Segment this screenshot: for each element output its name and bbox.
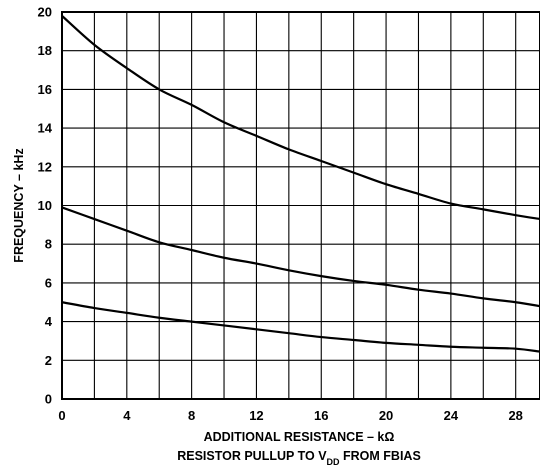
y-tick-label: 20	[38, 5, 52, 20]
curves	[61, 15, 540, 353]
y-tick-label: 4	[45, 314, 53, 329]
series-line-1	[61, 15, 540, 221]
x-tick-label: 20	[379, 408, 393, 423]
x-tick-labels: 0 4 8 12 16 20 24 28	[58, 408, 523, 423]
x-tick-label: 4	[123, 408, 131, 423]
x-tick-label: 12	[249, 408, 263, 423]
y-tick-label: 18	[38, 43, 52, 58]
x-tick-label: 16	[314, 408, 328, 423]
series-line-2	[61, 206, 540, 308]
y-tick-label: 6	[45, 275, 52, 290]
y-tick-label: 14	[38, 121, 53, 136]
y-tick-label: 8	[45, 237, 52, 252]
y-tick-label: 0	[45, 392, 52, 407]
y-tick-label: 2	[45, 353, 52, 368]
grid	[62, 12, 540, 399]
plot-frame	[61, 11, 540, 400]
y-tick-labels: 0 2 4 6 8 10 12 14 16 18 20	[38, 5, 53, 407]
x-tick-label: 28	[508, 408, 522, 423]
y-tick-label: 12	[38, 159, 52, 174]
y-tick-label: 16	[38, 82, 52, 97]
x-axis-sublabel: RESISTOR PULLUP TO VDD FROM FBIAS	[177, 449, 421, 466]
y-axis-label: FREQUENCY – kHz	[12, 148, 26, 262]
x-tick-label: 8	[188, 408, 195, 423]
x-tick-label: 24	[444, 408, 459, 423]
x-axis-label: ADDITIONAL RESISTANCE – kΩ	[204, 430, 395, 444]
series-line-3	[61, 301, 540, 353]
x-tick-label: 0	[58, 408, 65, 423]
y-tick-label: 10	[38, 198, 52, 213]
